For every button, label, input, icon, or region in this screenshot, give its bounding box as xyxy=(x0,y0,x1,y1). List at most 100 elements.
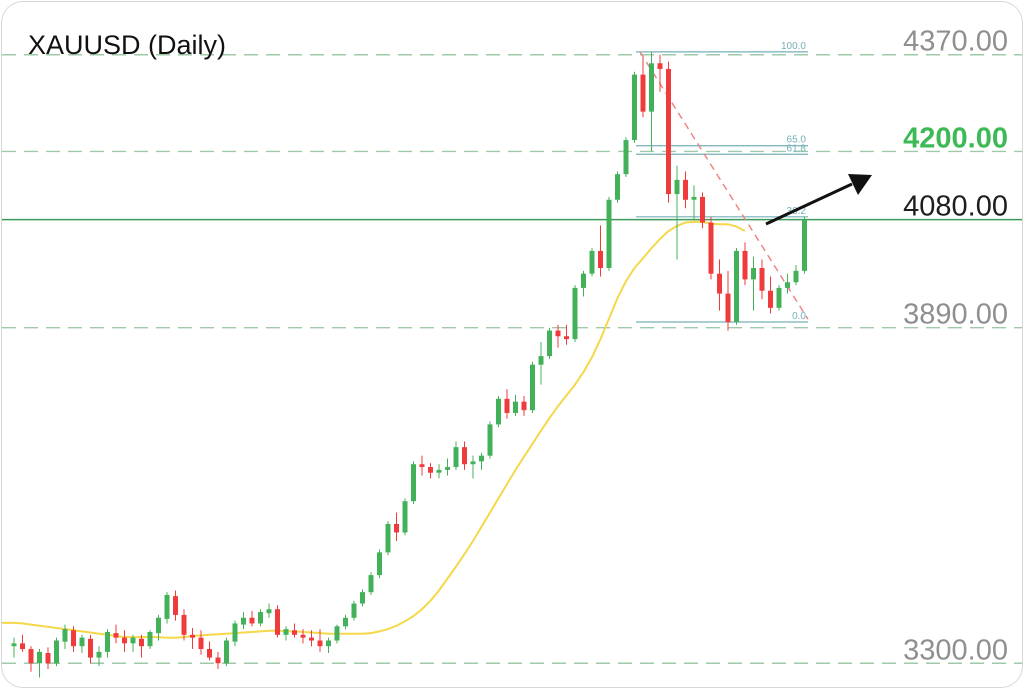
candle xyxy=(632,71,637,143)
candle xyxy=(759,259,765,300)
candle-body xyxy=(419,464,425,468)
candle-body xyxy=(105,631,110,652)
candle xyxy=(309,630,314,647)
candle-body xyxy=(428,467,433,473)
candle-body xyxy=(232,623,238,642)
candle-body xyxy=(300,634,306,638)
candle-body xyxy=(11,643,17,647)
candle-body xyxy=(266,609,272,614)
candle-body xyxy=(470,461,476,465)
candle-body xyxy=(487,424,493,456)
candle-body xyxy=(326,640,331,647)
candle xyxy=(283,626,289,641)
candle xyxy=(360,589,365,607)
candle-body xyxy=(173,596,178,615)
candle xyxy=(62,624,68,650)
candle xyxy=(394,512,399,541)
candle xyxy=(249,610,255,627)
candle-body xyxy=(37,651,42,664)
candle-body xyxy=(88,638,93,658)
candle-body xyxy=(700,196,705,223)
candle xyxy=(768,276,773,314)
candle xyxy=(351,600,357,621)
arrow-head xyxy=(848,174,872,195)
candle-body xyxy=(224,640,229,664)
candle-body xyxy=(113,633,119,638)
level-label-3300.00: 3300.00 xyxy=(903,634,1008,666)
candle xyxy=(504,389,510,419)
candle xyxy=(292,623,297,638)
candle xyxy=(513,394,518,416)
fib-label-65.0: 65.0 xyxy=(787,135,807,146)
candle-body xyxy=(215,657,221,664)
level-labels: 4370.00 4200.00 4080.00 3890.00 3300.00 xyxy=(903,26,1008,667)
candle xyxy=(428,463,433,479)
candle xyxy=(181,609,187,641)
level-label-3890.00: 3890.00 xyxy=(903,299,1008,331)
candle-body xyxy=(649,63,654,112)
candle-body xyxy=(564,336,569,340)
candle xyxy=(368,572,374,596)
candle-body xyxy=(683,179,688,200)
candle xyxy=(496,395,501,428)
candle xyxy=(581,270,586,297)
candle xyxy=(640,57,646,118)
candle xyxy=(139,634,144,658)
candle xyxy=(266,603,272,618)
candle xyxy=(190,627,195,650)
candle-body xyxy=(411,464,416,502)
candle xyxy=(538,341,544,385)
candle-body xyxy=(725,293,731,323)
fib-label-100.0: 100.0 xyxy=(781,41,806,52)
candle xyxy=(20,634,25,652)
candle-body xyxy=(734,250,739,323)
candle xyxy=(691,185,697,220)
candle xyxy=(241,612,246,630)
candle-body xyxy=(751,268,756,280)
candle xyxy=(453,441,459,470)
candle xyxy=(317,629,323,652)
candle xyxy=(623,137,629,178)
candle-body xyxy=(708,222,714,274)
candle-body xyxy=(334,626,340,641)
candle-body xyxy=(742,250,748,280)
candle-body xyxy=(623,140,629,175)
candle xyxy=(530,361,535,414)
candle xyxy=(572,285,578,342)
candle-body xyxy=(156,617,161,634)
candle-body xyxy=(598,250,603,269)
ma-line xyxy=(2,220,746,639)
candle-body xyxy=(79,637,85,647)
candle-body xyxy=(249,617,255,624)
candle-body xyxy=(147,631,153,647)
candle xyxy=(547,327,552,359)
chart-title: XAUUSD (Daily) xyxy=(28,30,226,60)
candle xyxy=(674,165,680,260)
candle-body xyxy=(292,630,297,635)
moving-average xyxy=(2,220,746,639)
candle xyxy=(79,634,85,654)
candle xyxy=(657,54,663,92)
candle-body xyxy=(20,643,25,650)
candle-body xyxy=(181,614,187,635)
candle-body xyxy=(538,356,544,365)
candle xyxy=(71,626,76,652)
candle xyxy=(411,461,416,505)
candle-body xyxy=(436,469,442,473)
candle xyxy=(717,259,722,311)
candle-body xyxy=(96,651,102,658)
price-levels xyxy=(2,54,1022,664)
candle-body xyxy=(657,63,663,69)
candle xyxy=(28,646,34,672)
candle-body xyxy=(45,653,51,664)
candle xyxy=(708,216,714,280)
candle xyxy=(113,624,119,644)
candle-body xyxy=(691,196,697,200)
candle-body xyxy=(190,634,195,638)
candle-body xyxy=(479,455,484,462)
candle-body xyxy=(402,501,408,533)
trendline xyxy=(639,51,809,320)
candle-body xyxy=(351,603,357,618)
fib-label-0.0: 0.0 xyxy=(792,311,806,322)
